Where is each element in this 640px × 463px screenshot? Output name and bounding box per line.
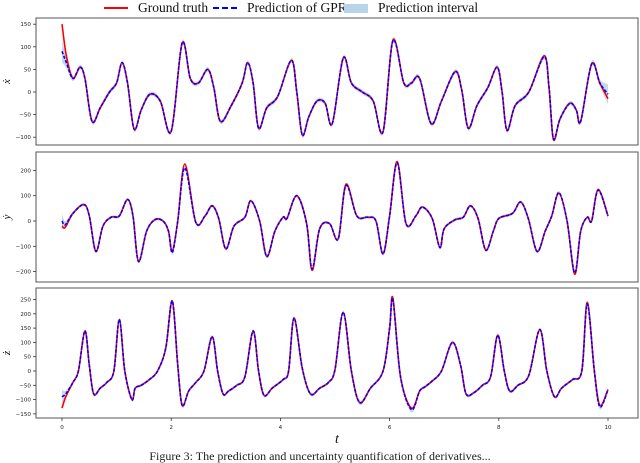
subplot-z-dot: 250 200 150 100 50 0 −50 −100 −150 ż 0 2 4 6 8 10 t — [1, 287, 639, 447]
band-swatch-icon — [344, 3, 368, 13]
legend: Ground truth Prediction of GPR Predictio… — [0, 0, 640, 16]
solid-line-swatch-icon — [104, 7, 128, 9]
legend-label: Prediction of GPR — [247, 0, 347, 15]
x-tick-label: 0 — [60, 425, 64, 431]
x-tick-label: 8 — [497, 425, 501, 431]
x-tick-label: 6 — [388, 425, 392, 431]
subplot-x-dot: 150 100 50 0 −50 −100 ẋ — [1, 17, 639, 146]
y-tick-label: −50 — [19, 383, 31, 389]
y-axis-label: ż — [1, 350, 13, 356]
y-axis-label: ẋ — [1, 79, 13, 85]
y-tick-label: 0 — [27, 90, 31, 96]
y-tick-label: 100 — [20, 340, 31, 346]
gpr-prediction-line — [61, 39, 609, 141]
gpr-prediction-line — [61, 297, 609, 411]
y-tick-label: −100 — [16, 398, 32, 404]
y-tick-label: −50 — [19, 113, 31, 119]
y-tick-label: −150 — [16, 412, 32, 418]
legend-item-prediction-gpr: Prediction of GPR — [213, 0, 347, 16]
axes-frame — [35, 151, 639, 283]
y-axis-label: ẏ — [1, 214, 13, 220]
axes-background — [36, 152, 638, 282]
legend-label: Prediction interval — [378, 0, 479, 15]
legend-label: Ground truth — [138, 0, 209, 15]
y-tick-label: 0 — [27, 219, 31, 225]
y-tick-label: 50 — [24, 355, 32, 361]
y-tick-label: −200 — [16, 270, 32, 276]
y-tick-label: 0 — [27, 369, 31, 375]
x-tick-label: 10 — [604, 425, 612, 431]
legend-item-prediction-interval: Prediction interval — [344, 0, 478, 16]
x-axis-label: t — [335, 432, 340, 447]
subplot-y-dot: 200 100 0 −100 −200 ẏ — [1, 151, 639, 283]
gpr-prediction-line — [61, 162, 609, 274]
y-tick-label: 200 — [20, 312, 31, 318]
y-tick-label: −100 — [16, 244, 32, 250]
legend-item-ground-truth: Ground truth — [104, 0, 208, 16]
x-tick-label: 2 — [169, 425, 173, 431]
y-tick-label: 100 — [20, 194, 31, 200]
axes-frame — [35, 287, 639, 419]
y-tick-label: 250 — [20, 298, 31, 304]
y-tick-label: 100 — [20, 45, 31, 51]
axes-frame — [35, 17, 639, 146]
y-tick-label: −100 — [16, 135, 32, 141]
y-tick-label: 200 — [20, 168, 31, 174]
x-tick-label: 4 — [279, 425, 283, 431]
figure-caption: Figure 3: The prediction and uncertainty… — [149, 449, 491, 463]
dashed-line-swatch-icon — [213, 7, 237, 9]
y-tick-label: 50 — [24, 67, 32, 73]
y-tick-label: 150 — [20, 22, 31, 28]
y-tick-label: 150 — [20, 326, 31, 332]
axes-background — [36, 18, 638, 145]
